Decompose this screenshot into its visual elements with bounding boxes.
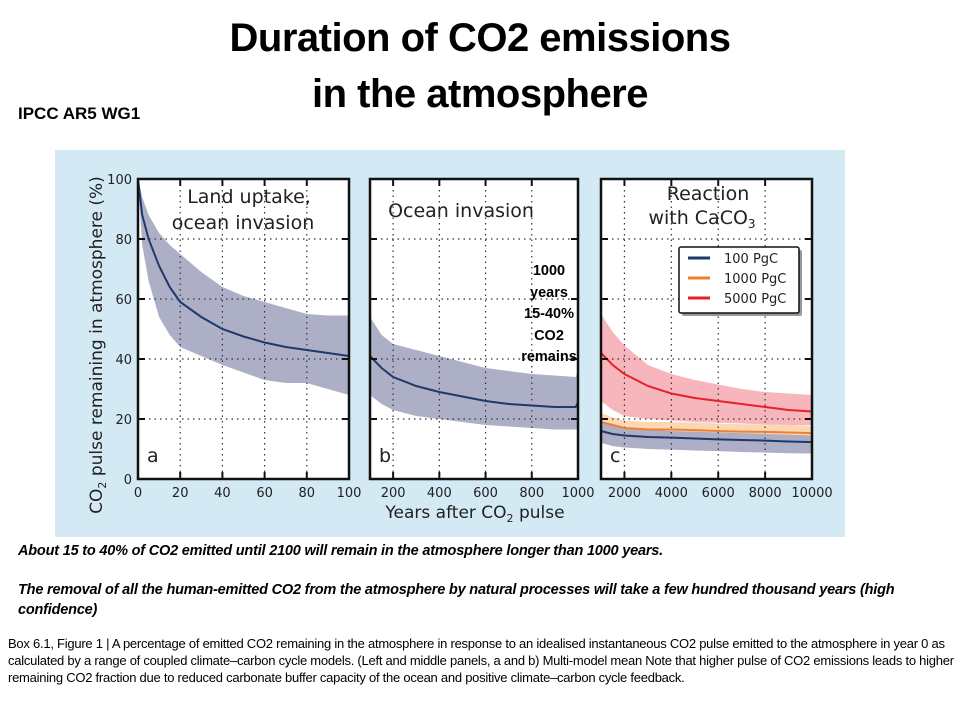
uncertainty-band-100-pgc (370, 317, 578, 430)
y-tick-label: 80 (115, 233, 132, 248)
plot-area (370, 179, 578, 479)
x-tick-label: 10000 (791, 486, 832, 501)
uncertainty-band-5000-pgc (601, 314, 812, 425)
key-finding-1: About 15 to 40% of CO2 emitted until 210… (18, 543, 663, 559)
x-tick-label: 2000 (608, 486, 641, 501)
legend-entry: 1000 PgC (724, 272, 786, 287)
key-finding-2: The removal of all the human-emitted CO2… (18, 582, 895, 618)
legend-entry: 5000 PgC (724, 292, 786, 307)
legend: 100 PgC 1000 PgC 5000 PgC (678, 246, 802, 316)
x-tick-label: 800 (519, 486, 544, 501)
source-label: IPCC AR5 WG1 (18, 104, 141, 123)
annotation-line: 1000 (532, 263, 566, 279)
annotation-line: years (530, 284, 568, 301)
y-tick-label: 60 (115, 293, 132, 308)
slide-title: Duration of CO2 emissions in the atmosph… (170, 10, 790, 122)
plot-frame (368, 177, 580, 481)
x-tick-label: 400 (427, 486, 452, 501)
y-tick-label: 100 (107, 173, 132, 188)
y-tick-label: 40 (115, 353, 132, 368)
annotation-line: CO2 (534, 327, 564, 344)
annotation-line: 15-40% (524, 306, 574, 322)
plot-frame (136, 177, 351, 481)
panel-title: Reaction (667, 183, 750, 205)
slide-title-line-2: in the atmosphere (311, 72, 649, 116)
y-tick-label: 0 (124, 473, 132, 488)
x-tick-label: 40 (214, 486, 231, 501)
panel-title: Ocean invasion (388, 200, 534, 222)
slide-title-line-1: Duration of CO2 emissions (229, 16, 731, 60)
annotation-line: remains (521, 349, 577, 365)
x-tick-label: 0 (134, 486, 142, 501)
annotation-1000-years: 1000 years 15-40% CO2 remains (512, 261, 586, 369)
x-tick-label: 20 (172, 486, 189, 501)
x-tick-label: 600 (473, 486, 498, 501)
x-tick-label: 100 (337, 486, 362, 501)
y-tick-label: 20 (115, 413, 132, 428)
x-axis-label: Years after CO2 pulse (384, 503, 564, 525)
mean-line-5000-pgc (600, 352, 813, 413)
mean-line-100-pgc (137, 178, 350, 357)
y-axis-label: CO2 pulse remaining in atmosphere (%) (87, 176, 109, 514)
x-tick-label: 200 (381, 486, 406, 501)
plot-frame (599, 177, 814, 481)
mean-line-100-pgc (600, 430, 813, 444)
mean-line-1000-pgc (600, 421, 813, 435)
uncertainty-band-100-pgc (138, 179, 349, 395)
panel-label: a (147, 445, 159, 467)
panel-label: b (379, 445, 391, 467)
panel-label: c (610, 445, 620, 467)
legend-entry: 100 PgC (724, 252, 778, 267)
x-tick-label: 8000 (749, 486, 782, 501)
panel-title: Land uptake, (187, 186, 311, 208)
x-tick-label: 60 (256, 486, 273, 501)
x-tick-label: 4000 (655, 486, 688, 501)
panel-title: ocean invasion (172, 212, 315, 234)
x-tick-label: 80 (299, 486, 316, 501)
panel-a: 0 20 40 60 80 100 0 20 40 60 80 100 a Land uptake, oce… (107, 173, 361, 501)
figure-caption: Box 6.1, Figure 1 | A percentage of emit… (8, 636, 954, 685)
x-tick-label: 6000 (702, 486, 735, 501)
panel-title: with CaCO3 (648, 207, 755, 231)
mean-line-100-pgc (369, 355, 579, 408)
x-tick-label: 1000 (561, 486, 594, 501)
panel-b: 200 400 600 800 1000 b Ocean invasion (368, 177, 595, 501)
